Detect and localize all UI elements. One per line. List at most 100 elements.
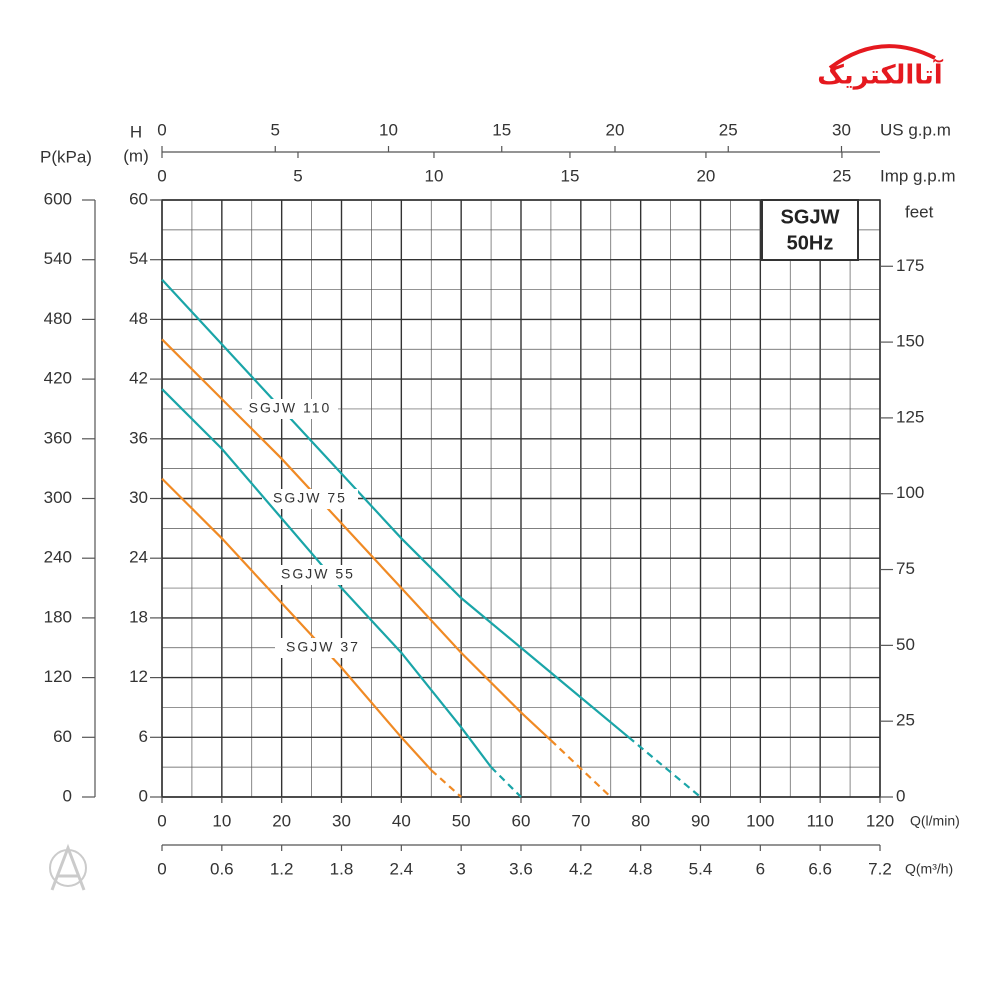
m3h-tick-label: 0	[157, 859, 166, 878]
y2-tick-label: 150	[896, 332, 924, 351]
series-line-dashed	[430, 769, 462, 798]
series-label-bg	[262, 489, 358, 509]
y-label: H	[130, 122, 142, 141]
pressure-tick-label: 120	[44, 667, 72, 686]
y-tick-label: 48	[129, 309, 148, 328]
m3h-label: Q(m³/h)	[905, 861, 953, 877]
y-tick-label: 54	[129, 249, 148, 268]
us-gpm-tick-label: 15	[492, 120, 511, 139]
imp-gpm-tick-label: 15	[560, 166, 579, 185]
us-gpm-tick-label: 0	[157, 120, 166, 139]
logo-arc	[828, 44, 936, 70]
y-tick-label: 60	[129, 189, 148, 208]
x-tick-label: 10	[212, 811, 231, 830]
y-tick-label: 42	[129, 369, 148, 388]
pressure-tick-label: 300	[44, 488, 72, 507]
us-gpm-tick-label: 5	[271, 120, 280, 139]
grid	[161, 199, 881, 798]
imp-gpm-tick-label: 5	[293, 166, 302, 185]
pressure-tick-label: 540	[44, 249, 72, 268]
imp-gpm-tick-label: 25	[832, 166, 851, 185]
imp-gpm-tick-label: 10	[425, 166, 444, 185]
x-tick-label: 20	[272, 811, 291, 830]
series-label-bg	[275, 638, 371, 658]
y-tick-label: 0	[139, 786, 148, 805]
y2-tick-label: 50	[896, 635, 915, 654]
pressure-tick-label: 420	[44, 369, 72, 388]
x-tick-label: 50	[452, 811, 471, 830]
y2-tick-label: 125	[896, 407, 924, 426]
y-label: (m)	[123, 146, 148, 165]
x-tick-label: 120	[866, 811, 894, 830]
x-tick-label: 60	[512, 811, 531, 830]
m3h-tick-label: 6.6	[808, 859, 832, 878]
y2-label: feet	[905, 202, 934, 221]
y-tick-label: 12	[129, 667, 148, 686]
y2-tick-label: 175	[896, 256, 924, 275]
watermark	[49, 843, 87, 891]
series-line	[161, 278, 630, 739]
m3h-tick-label: 1.8	[330, 859, 354, 878]
imp-gpm-tick-label: 0	[157, 166, 166, 185]
us-gpm-label: US g.p.m	[880, 120, 951, 139]
series-label: SGJW 55	[281, 566, 355, 582]
y-tick-label: 18	[129, 607, 148, 626]
x-tick-label: 110	[807, 811, 834, 830]
m3h-tick-label: 4.8	[629, 859, 653, 878]
x-label: Q(l/min)	[910, 813, 960, 829]
m3h-tick-label: 2.4	[390, 859, 414, 878]
x-tick-label: 30	[332, 811, 351, 830]
y2-tick-label: 0	[896, 786, 905, 805]
pressure-tick-label: 600	[44, 189, 72, 208]
pressure-tick-label: 360	[44, 428, 72, 447]
series-label: SGJW 75	[273, 490, 347, 506]
m3h-tick-label: 7.2	[868, 859, 892, 878]
y2-tick-label: 75	[896, 559, 915, 578]
m3h-tick-label: 3	[456, 859, 465, 878]
y2-tick-label: 100	[896, 483, 924, 502]
pressure-tick-label: 60	[53, 727, 72, 746]
pressure-tick-label: 480	[44, 309, 72, 328]
m3h-tick-label: 4.2	[569, 859, 593, 878]
pressure-tick-label: 180	[44, 607, 72, 626]
series-line-dashed	[627, 736, 702, 798]
pressure-label: P(kPa)	[40, 147, 92, 166]
imp-gpm-tick-label: 20	[696, 166, 715, 185]
pressure-tick-label: 0	[63, 786, 72, 805]
x-tick-label: 40	[392, 811, 411, 830]
m3h-tick-label: 0.6	[210, 859, 234, 878]
series-line-dashed	[550, 739, 612, 798]
y-tick-label: 36	[129, 428, 148, 447]
y-tick-label: 30	[129, 488, 148, 507]
chart-title: SGJW	[781, 206, 840, 228]
us-gpm-tick-label: 20	[606, 120, 625, 139]
y2-tick-label: 25	[896, 711, 915, 730]
m3h-tick-label: 3.6	[509, 859, 533, 878]
y-tick-label: 24	[129, 548, 148, 567]
x-tick-label: 90	[691, 811, 710, 830]
series-label-bg	[270, 565, 366, 585]
pressure-tick-label: 240	[44, 548, 72, 567]
series-line	[161, 388, 492, 768]
logo: آتاالکتریک	[817, 59, 943, 91]
series-line-dashed	[490, 766, 522, 798]
series-line	[161, 338, 552, 742]
x-tick-label: 80	[631, 811, 650, 830]
series-label: SGJW 37	[286, 639, 360, 655]
m3h-tick-label: 1.2	[270, 859, 294, 878]
x-tick-label: 70	[571, 811, 590, 830]
chart-title: 50Hz	[787, 232, 834, 254]
x-tick-label: 0	[157, 811, 166, 830]
imp-gpm-label: Imp g.p.m	[880, 166, 956, 185]
us-gpm-tick-label: 30	[832, 120, 851, 139]
title-box	[761, 199, 859, 261]
us-gpm-tick-label: 25	[719, 120, 738, 139]
series-label: SGJW 110	[249, 400, 332, 416]
series-label-bg	[242, 399, 338, 419]
series-line	[161, 477, 433, 771]
m3h-tick-label: 6	[756, 859, 765, 878]
y-tick-label: 6	[139, 727, 148, 746]
x-tick-label: 100	[746, 811, 774, 830]
us-gpm-tick-label: 10	[379, 120, 398, 139]
